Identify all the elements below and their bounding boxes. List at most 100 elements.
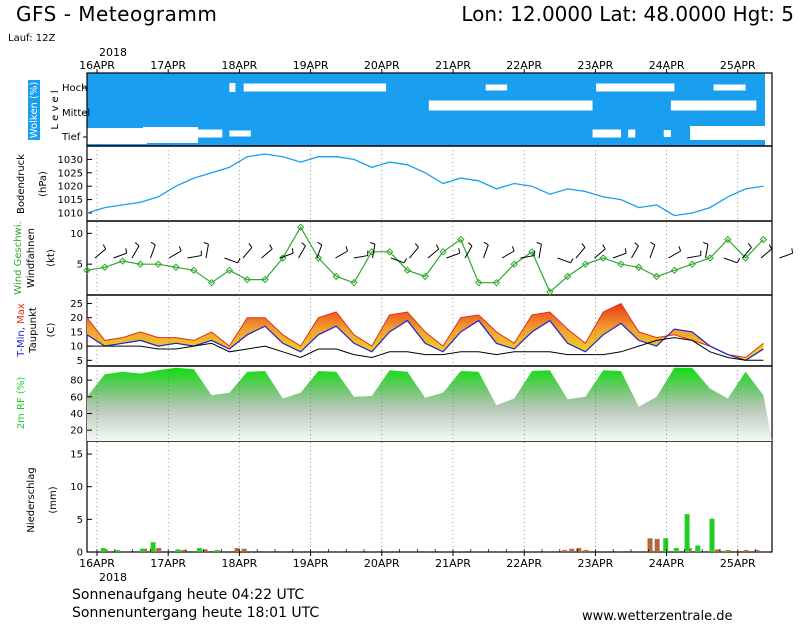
humidity-tick-label: 60 <box>70 392 83 403</box>
precip-bar <box>695 545 701 552</box>
wind-barb-flag <box>458 248 461 254</box>
precip-bar <box>684 514 690 552</box>
precip-bar <box>647 538 653 552</box>
wind-marker <box>706 254 714 262</box>
wind-barb-flag <box>370 242 376 245</box>
precip-tick-label: 10 <box>70 482 83 493</box>
dewpoint-axis-label: Taupunkt <box>28 307 39 354</box>
wind-marker <box>759 235 768 244</box>
day-label-bottom: 18APR <box>221 557 257 570</box>
wind-barb <box>686 255 701 259</box>
windbarb-axis-label: Windfahnen <box>26 228 37 288</box>
precip-bar <box>654 538 660 552</box>
wind-barb-flag <box>237 258 241 264</box>
precip-bar <box>569 548 575 552</box>
pressure-tick-label: 1025 <box>58 168 83 179</box>
wind-marker <box>190 266 198 275</box>
level-label-hoch: Hoch <box>62 83 87 94</box>
wind-barb-flag <box>345 246 349 252</box>
wind-barb <box>557 257 571 264</box>
wind-barb-flag <box>301 242 306 247</box>
tmin-line <box>86 319 764 361</box>
wind-barb-flag <box>768 244 773 250</box>
wind-barb <box>483 244 489 259</box>
cloud-patch <box>485 84 508 91</box>
wind-barb <box>224 257 238 264</box>
wind-barb-flag <box>570 258 574 264</box>
temp-tick-label: 20 <box>70 313 83 324</box>
dewpoint-line <box>87 337 764 361</box>
wind-barb-flag <box>650 241 656 246</box>
wind-marker <box>403 266 412 275</box>
tmax-line <box>86 302 764 359</box>
wind-marker <box>243 275 251 284</box>
day-label-bottom: 21APR <box>435 557 471 570</box>
chart-title: GFS - Meteogramm <box>16 2 218 26</box>
wind-barb-flag <box>511 246 515 252</box>
wind-barb <box>94 248 107 259</box>
cloud-patch <box>713 84 746 91</box>
precip-bar <box>663 538 669 552</box>
wind-marker <box>724 235 732 244</box>
precip-bar <box>202 549 208 552</box>
day-label-bottom: 19APR <box>293 557 329 570</box>
cloud-patch <box>243 83 387 92</box>
wind-barb <box>760 248 773 259</box>
day-label-top: 19APR <box>293 59 329 72</box>
wind-marker <box>617 260 625 268</box>
wind-barb <box>779 252 793 259</box>
wind-barb-flag <box>602 244 606 250</box>
day-label-bottom: 22APR <box>506 557 542 570</box>
day-label-top: 17APR <box>150 59 186 72</box>
humidity-tick-label: 80 <box>70 376 83 387</box>
precip-bar <box>723 550 729 552</box>
wind-tick-label: 5 <box>77 260 83 271</box>
wind-tick-label: 10 <box>70 229 83 240</box>
day-label-top: 20APR <box>364 59 400 72</box>
wind-barb <box>705 244 709 259</box>
wind-marker <box>350 278 358 287</box>
wind-barb-flag <box>467 242 473 247</box>
wind-barb-flag <box>678 246 682 252</box>
wind-barb <box>631 245 639 259</box>
pressure-tick-label: 1030 <box>58 155 83 166</box>
wind-barb <box>501 250 515 259</box>
wind-marker <box>492 278 501 287</box>
panel-frame <box>86 72 773 553</box>
day-label-bottom: 16APR <box>79 557 115 570</box>
wind-marker <box>457 235 465 244</box>
wind-marker <box>101 263 109 271</box>
cloud-patch <box>428 100 593 111</box>
wind-barb-flag <box>791 248 794 254</box>
location-info: Lon: 12.0000 Lat: 48.0000 Hgt: 5 <box>461 2 794 26</box>
wind-barb-flag <box>703 242 709 245</box>
cloud-patch <box>143 127 198 143</box>
precip-bar <box>743 550 749 552</box>
precip-bar <box>114 550 120 552</box>
precip-axis-label: Niederschlag <box>26 467 37 532</box>
precip-bar <box>150 542 156 552</box>
pressure-axis-label: Bodendruck <box>16 154 27 214</box>
wind-barb-flag <box>269 244 273 250</box>
temp-tick-label: 25 <box>70 299 83 310</box>
wind-barb-flag <box>134 242 140 247</box>
day-label-top: 21APR <box>435 59 471 72</box>
pressure-line <box>86 153 764 217</box>
precip-unit-label: (mm) <box>48 486 59 513</box>
temp-unit-label: (C) <box>46 323 57 338</box>
precip-bar <box>576 548 582 552</box>
precip-bar <box>196 548 202 552</box>
wind-marker <box>635 263 643 271</box>
wind-barb <box>446 252 460 259</box>
wind-barb-flag <box>624 248 627 254</box>
precip-bar <box>715 549 721 552</box>
wind-barb <box>372 244 376 259</box>
precip-bar <box>709 518 715 552</box>
wind-barb <box>390 257 405 264</box>
cloud-patch <box>765 73 772 146</box>
credit-text: www.wetterzentrale.de <box>582 609 733 624</box>
sunset-text: Sonnenuntergang heute 18:01 UTC <box>72 605 320 621</box>
year-label-bottom: 2018 <box>99 571 127 584</box>
wind-marker <box>474 278 483 287</box>
day-label-bottom: 17APR <box>150 557 186 570</box>
